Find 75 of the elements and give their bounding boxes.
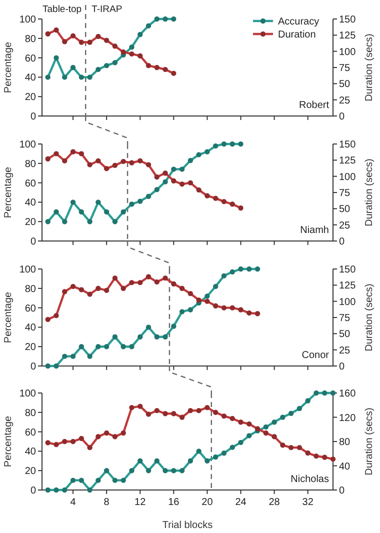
x-tick-label: 8 xyxy=(104,497,110,508)
y-tick-label: 40 xyxy=(24,322,36,334)
y-tick-label: 60 xyxy=(24,178,36,190)
y2-tick-label: 50 xyxy=(339,329,351,340)
y-tick-label: 40 xyxy=(24,72,36,84)
y-tick-label: 80 xyxy=(24,158,36,170)
y2-tick-label: 40 xyxy=(339,461,351,472)
y-tick-label: 60 xyxy=(24,427,36,438)
y-axis-title: Percentage xyxy=(3,291,14,344)
y2-axis-title: Duration (secs) xyxy=(364,34,375,102)
y2-tick-label: 100 xyxy=(339,46,356,58)
y2-tick-label: 150 xyxy=(339,140,356,150)
y2-tick-label: 25 xyxy=(339,95,351,106)
y-axis-title: Percentage xyxy=(3,415,14,468)
y-axis-title: Percentage xyxy=(3,41,14,94)
y2-tick-label: 100 xyxy=(339,172,356,183)
y2-tick-label: 150 xyxy=(339,14,356,26)
y2-tick-label: 80 xyxy=(339,437,351,448)
y2-tick-label: 50 xyxy=(339,204,351,216)
y2-tick-label: 75 xyxy=(339,188,351,199)
y-tick-label: 100 xyxy=(19,264,36,276)
y-tick-label: 20 xyxy=(24,92,36,104)
x-tick-label: 24 xyxy=(235,497,247,508)
annotation: Conor xyxy=(302,350,330,361)
y2-tick-label: 0 xyxy=(339,486,345,496)
y2-tick-label: 0 xyxy=(339,362,345,372)
y-tick-label: 20 xyxy=(24,342,36,354)
text: Table-top xyxy=(42,4,82,15)
y2-axis-title: Duration (secs) xyxy=(364,284,375,352)
y-tick-label: 40 xyxy=(24,446,36,458)
x-tick-label: 32 xyxy=(302,497,314,508)
y2-axis-title: Duration (secs) xyxy=(364,408,375,476)
y2-tick-label: 75 xyxy=(339,63,351,74)
y-tick-label: 100 xyxy=(19,140,36,150)
x-tick-label: 16 xyxy=(168,497,180,508)
y2-tick-label: 25 xyxy=(339,345,351,356)
y2-tick-label: 120 xyxy=(339,412,356,424)
annotation: Niamh xyxy=(300,225,329,236)
y2-tick-label: 50 xyxy=(339,79,351,90)
y-tick-label: 100 xyxy=(19,14,36,26)
y-tick-label: 80 xyxy=(24,34,36,45)
y2-tick-label: 100 xyxy=(339,296,356,308)
y-tick-label: 80 xyxy=(24,408,36,419)
y2-tick-label: 25 xyxy=(339,220,351,232)
y2-tick-label: 150 xyxy=(339,264,356,276)
y-tick-label: 100 xyxy=(19,388,36,400)
y-tick-label: 20 xyxy=(24,217,36,228)
annotation: Robert xyxy=(298,100,330,111)
y2-tick-label: 125 xyxy=(339,30,356,42)
y-axis-title: Percentage xyxy=(3,166,14,218)
y-tick-label: 0 xyxy=(30,362,36,372)
text: T-IRAP xyxy=(92,4,122,15)
y-tick-label: 0 xyxy=(30,112,36,122)
y-tick-label: 0 xyxy=(30,486,36,496)
y2-tick-label: 0 xyxy=(339,236,345,248)
y2-tick-label: 125 xyxy=(339,280,356,292)
annotation: Nicholas xyxy=(290,474,329,485)
legend-label: Duration xyxy=(278,30,316,40)
y2-tick-label: 75 xyxy=(339,313,351,324)
x-tick-label: 28 xyxy=(268,497,280,508)
x-tick-label: 12 xyxy=(134,497,146,508)
x-axis-title: Trial blocks xyxy=(162,520,213,531)
x-tick-label: 20 xyxy=(202,497,214,508)
y2-tick-label: 125 xyxy=(339,156,356,167)
y-tick-label: 0 xyxy=(30,236,36,248)
y-tick-label: 60 xyxy=(24,303,36,314)
y-tick-label: 80 xyxy=(24,284,36,295)
y-tick-label: 60 xyxy=(24,53,36,64)
legend-label: Accuracy xyxy=(278,16,320,28)
x-tick-label: 4 xyxy=(70,497,76,508)
y-tick-label: 20 xyxy=(24,466,36,478)
y2-axis-title: Duration (secs) xyxy=(364,158,375,226)
y2-tick-label: 160 xyxy=(339,388,356,400)
y2-tick-label: 0 xyxy=(339,112,345,122)
y-tick-label: 40 xyxy=(24,198,36,209)
